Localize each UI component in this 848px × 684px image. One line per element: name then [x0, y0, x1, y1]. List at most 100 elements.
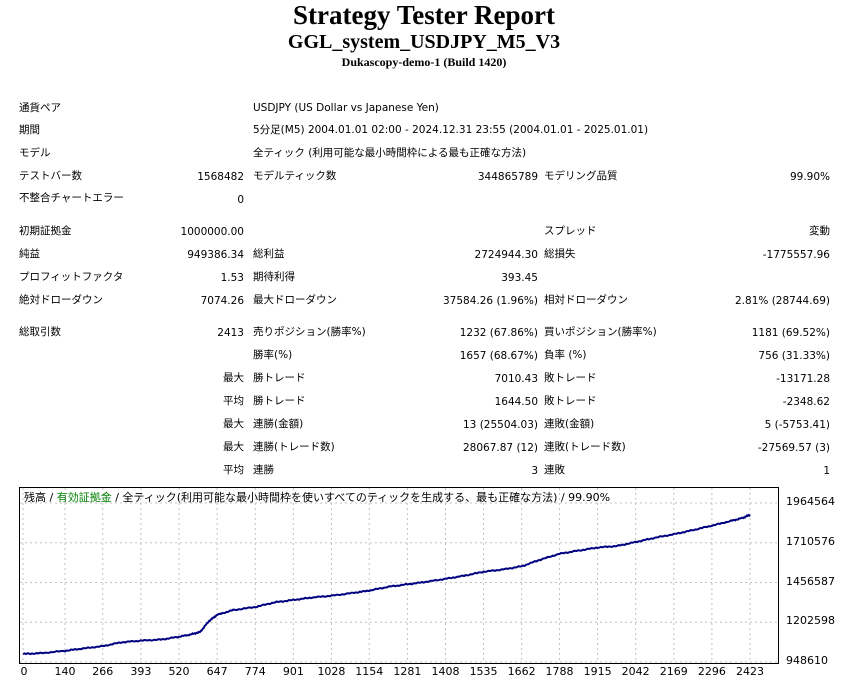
expected-payoff-value: 393.45 — [501, 272, 538, 284]
chart-legend: 残高 / 有効証拠金 / 全ティック(利用可能な最小時間枠を使いすべてのティック… — [24, 489, 610, 505]
model-label: モデル — [19, 147, 51, 159]
x-tick-label: 2169 — [659, 665, 688, 678]
legend-balance: 残高 — [24, 491, 46, 504]
balance-chart — [19, 487, 779, 664]
x-tick-label: 1915 — [583, 665, 612, 678]
legend-description: 全ティック(利用可能な最小時間枠を使いすべてのティックを生成する、最も正確な方法… — [122, 491, 611, 504]
consec-wins-value: 13 (25504.03) — [463, 419, 538, 431]
avg-loss-value: -2348.62 — [782, 396, 830, 408]
long-positions-value: 1181 (69.52%) — [751, 327, 830, 339]
consec-profit-value: 28067.87 (12) — [463, 442, 538, 454]
x-tick-label: 901 — [282, 665, 304, 678]
ticks-value: 344865789 — [477, 171, 538, 183]
short-positions-value: 1232 (67.86%) — [459, 327, 538, 339]
avg-win-label: 勝トレード — [253, 395, 306, 407]
x-tick-label: 140 — [54, 665, 76, 678]
max-drawdown-value: 37584.26 (1.96%) — [443, 295, 538, 307]
avg-loss-label: 敗トレード — [544, 395, 597, 407]
report-title: Strategy Tester Report — [293, 0, 555, 30]
balance-series-line — [22, 513, 751, 656]
model-value: 全ティック (利用可能な最小時間枠による最も正確な方法) — [253, 147, 527, 159]
report-server: Dukascopy-demo-1 (Build 1420) — [341, 55, 507, 69]
consec-profit-label: 連勝(トレード数) — [253, 441, 335, 453]
avg-consec-losses-value: 1 — [823, 465, 830, 477]
period-label: 期間 — [19, 124, 40, 136]
total-trades-value: 2413 — [217, 327, 244, 339]
consec-losses-value: 5 (-5753.41) — [764, 419, 830, 431]
x-tick-label: 1281 — [393, 665, 422, 678]
report-subtitle: GGL_system_USDJPY_M5_V3 — [287, 31, 561, 53]
abs-drawdown-value: 7074.26 — [200, 295, 244, 307]
x-tick-label: 1408 — [431, 665, 460, 678]
y-tick-label: 1202598 — [786, 614, 835, 628]
rel-drawdown-label: 相対ドローダウン — [544, 294, 628, 306]
deposit-label: 初期証拠金 — [19, 225, 72, 237]
x-tick-label: 520 — [168, 665, 190, 678]
legend-equity: 有効証拠金 — [56, 491, 112, 504]
quality-value: 99.90% — [789, 171, 830, 183]
max-drawdown-label: 最大ドローダウン — [253, 294, 337, 306]
errors-label: 不整合チャートエラー — [19, 192, 124, 204]
symbol-value: USDJPY (US Dollar vs Japanese Yen) — [253, 102, 439, 114]
y-tick-label: 948610 — [786, 654, 828, 667]
max-label-2: 最大 — [223, 441, 244, 453]
spread-label: スプレッド — [544, 225, 597, 237]
x-tick-label: 1662 — [507, 665, 536, 678]
quality-label: モデリング品質 — [544, 170, 618, 182]
loss-rate-label: 負率 (%) — [544, 349, 587, 361]
win-rate-label: 勝率(%) — [253, 349, 293, 361]
bars-value: 1568482 — [197, 171, 244, 183]
loss-rate-value: 756 (31.33%) — [758, 350, 830, 362]
total-trades-label: 総取引数 — [19, 326, 61, 338]
profit-factor-label: プロフィットファクタ — [19, 271, 124, 283]
x-tick-label: 1535 — [469, 665, 498, 678]
spread-value: 変動 — [809, 225, 830, 237]
legend-sep-2: / — [111, 491, 123, 504]
profit-factor-value: 1.53 — [220, 272, 244, 284]
y-tick-label: 1710576 — [786, 534, 835, 548]
rel-drawdown-value: 2.81% (28744.69) — [735, 295, 830, 307]
abs-drawdown-label: 絶対ドローダウン — [19, 294, 103, 306]
deposit-value: 1000000.00 — [180, 226, 244, 238]
x-tick-label: 2423 — [736, 665, 764, 678]
x-tick-label: 2296 — [697, 665, 726, 678]
net-profit-label: 純益 — [19, 248, 40, 260]
bars-label: テストバー数 — [19, 170, 82, 182]
avg-consec-wins-label: 連勝 — [253, 464, 274, 476]
short-positions-label: 売りポジション(勝率%) — [253, 326, 366, 338]
x-tick-label: 266 — [92, 665, 114, 678]
y-tick-label: 1456587 — [786, 574, 835, 588]
symbol-label: 通貨ペア — [19, 102, 61, 114]
long-positions-label: 買いポジション(勝率%) — [544, 326, 657, 338]
largest-win-value: 7010.43 — [494, 373, 538, 385]
net-profit-value: 949386.34 — [187, 249, 244, 261]
x-tick-label: 1154 — [355, 665, 384, 678]
gross-profit-value: 2724944.30 — [474, 249, 538, 261]
largest-label: 最大 — [223, 372, 244, 384]
gross-profit-label: 総利益 — [253, 248, 285, 260]
avg-consec-wins-value: 3 — [531, 465, 538, 477]
consec-losses-label: 連敗(金額) — [544, 418, 595, 430]
avg-win-value: 1644.50 — [494, 396, 538, 408]
largest-loss-label: 敗トレード — [544, 372, 597, 384]
y-tick-label: 1964564 — [786, 495, 835, 508]
x-tick-label: 393 — [130, 665, 152, 678]
x-tick-label: 647 — [206, 665, 228, 678]
expected-payoff-label: 期待利得 — [253, 271, 295, 283]
average-label-2: 平均 — [223, 464, 244, 476]
win-rate-value: 1657 (68.67%) — [459, 350, 538, 362]
ticks-label: モデルティック数 — [253, 170, 337, 182]
x-tick-label: 2042 — [621, 665, 650, 678]
consec-wins-label: 連勝(金額) — [253, 418, 304, 430]
gross-loss-value: -1775557.96 — [762, 249, 830, 261]
legend-sep-1: / — [46, 491, 57, 504]
largest-win-label: 勝トレード — [253, 372, 306, 384]
x-tick-label: 1028 — [317, 665, 346, 678]
average-label: 平均 — [223, 395, 244, 407]
x-tick-label: 774 — [244, 665, 266, 678]
largest-loss-value: -13171.28 — [776, 373, 830, 385]
avg-consec-losses-label: 連敗 — [544, 464, 565, 476]
consec-loss-label: 連敗(トレード数) — [544, 441, 626, 453]
period-value: 5分足(M5) 2004.01.01 02:00 - 2024.12.31 23… — [253, 124, 649, 136]
